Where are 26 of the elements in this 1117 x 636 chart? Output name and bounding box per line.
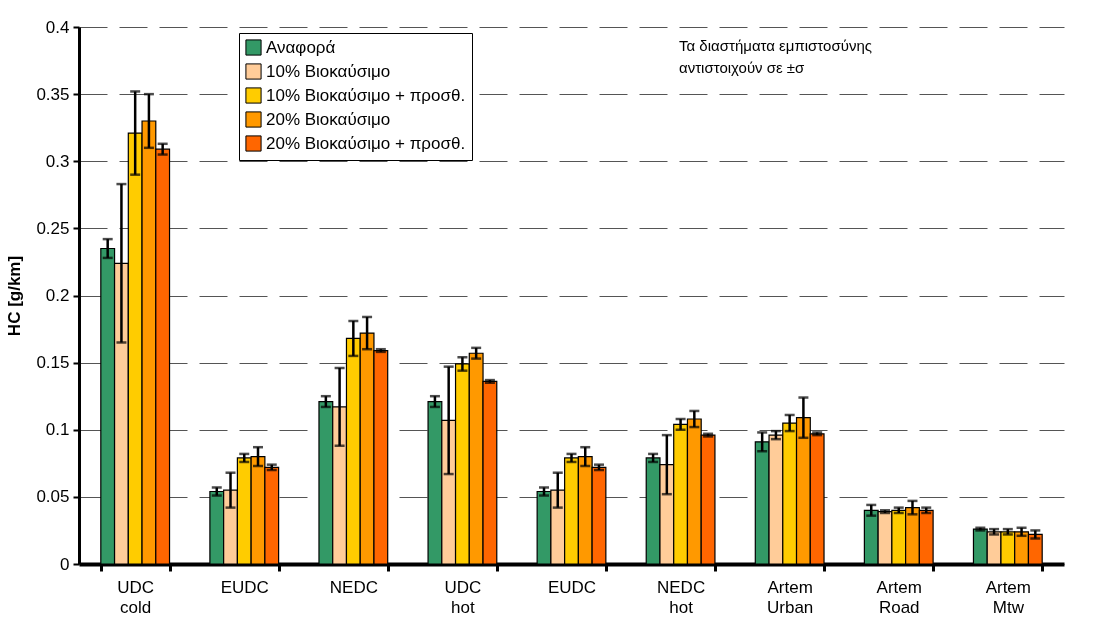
legend-label: Αναφορά (266, 37, 336, 57)
legend-label: 10% Βιοκαύσιμο + προσθ. (266, 85, 466, 105)
y-tick-label: 0.3 (45, 151, 70, 171)
x-tick-label: EUDC (547, 577, 597, 597)
x-tick-label: EUDC (220, 577, 269, 597)
y-tick-label: 0.05 (36, 487, 70, 507)
y-tick-label: 0.2 (45, 286, 70, 305)
legend-label: 10% Βιοκαύσιμο (266, 61, 391, 81)
annotation: Τα διαστήματα εμπιστοσύνης (679, 37, 872, 54)
x-tick-label: NEDC hot (656, 577, 706, 617)
x-tick-label: NEDC (329, 577, 378, 597)
x-tick-label: Artem Urban (767, 577, 814, 617)
x-tick-label: Artem Road (876, 577, 922, 617)
x-tick-label: Artem Mtw (985, 577, 1031, 617)
y-tick-label: 0.1 (45, 420, 70, 440)
y-axis-title: HC [g/km] (5, 255, 25, 337)
x-tick-label: UDC hot (444, 577, 482, 617)
legend-label: 20% Βιοκαύσιμο (266, 109, 391, 129)
y-tick-label: 0.15 (36, 353, 70, 373)
annotation: αντιστοιχούν σε ±σ (679, 59, 806, 76)
y-tick-label: 0.35 (36, 84, 70, 104)
y-tick-label: 0 (60, 554, 70, 574)
x-tick-label: UDC cold (117, 577, 155, 617)
legend-label: 20% Βιοκαύσιμο + προσθ. (266, 133, 466, 153)
y-tick-label: 0.25 (36, 218, 70, 238)
y-tick-label: 0.4 (45, 17, 70, 37)
